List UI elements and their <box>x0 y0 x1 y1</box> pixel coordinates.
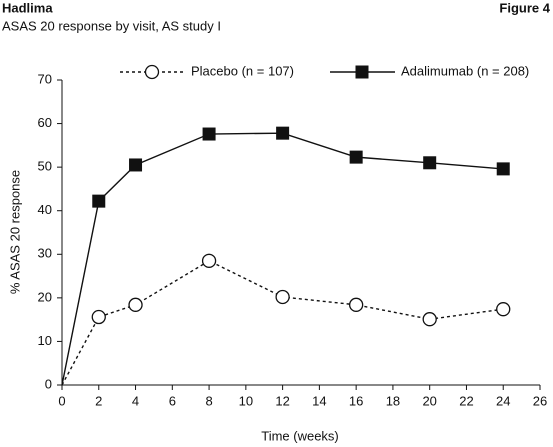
series-line <box>61 132 504 386</box>
x-tick-label: 0 <box>58 393 65 408</box>
series-line <box>61 260 504 386</box>
y-tick-label: 50 <box>38 159 52 174</box>
point <box>129 158 143 172</box>
legend-marker <box>144 64 160 80</box>
point <box>423 156 437 170</box>
point <box>275 289 290 305</box>
y-tick-label: 10 <box>38 333 52 348</box>
y-tick-label: 20 <box>38 289 52 304</box>
x-tick-label: 18 <box>386 393 400 408</box>
x-axis-label: Time (weeks) <box>261 428 339 443</box>
legend-marker <box>355 65 369 79</box>
y-tick-label: 30 <box>38 246 52 261</box>
y-axis-label: % ASAS 20 response <box>7 170 22 294</box>
point <box>349 297 364 312</box>
point <box>276 126 290 140</box>
page-title: Hadlima <box>2 0 53 15</box>
y-tick-label: 0 <box>45 376 52 391</box>
x-tick-label: 2 <box>95 393 102 408</box>
point <box>91 309 106 325</box>
legend-label: Placebo (n = 107) <box>191 63 294 78</box>
point <box>202 127 216 141</box>
x-tick-label: 4 <box>132 393 139 408</box>
x-tick-label: 10 <box>239 393 253 408</box>
x-tick-label: 8 <box>205 393 212 408</box>
x-tick-label: 12 <box>275 393 289 408</box>
x-tick-label: 20 <box>422 393 436 408</box>
x-tick-label: 26 <box>533 393 547 408</box>
y-tick-label: 40 <box>38 202 52 217</box>
legend-label: Adalimumab (n = 208) <box>401 63 529 78</box>
point <box>201 253 217 268</box>
x-tick-label: 14 <box>312 393 326 408</box>
y-tick-label: 70 <box>38 71 52 86</box>
x-tick-label: 16 <box>349 393 363 408</box>
point <box>496 302 511 317</box>
point <box>128 297 143 312</box>
point <box>349 150 363 164</box>
x-tick-label: 22 <box>459 393 473 408</box>
figure-label: Figure 4 <box>499 0 550 15</box>
point <box>422 312 437 327</box>
x-tick-label: 24 <box>496 393 510 408</box>
y-tick-label: 60 <box>38 115 52 130</box>
point <box>92 194 106 208</box>
subtitle: ASAS 20 response by visit, AS study I <box>2 18 221 33</box>
point <box>496 162 510 176</box>
x-tick-label: 6 <box>169 393 176 408</box>
